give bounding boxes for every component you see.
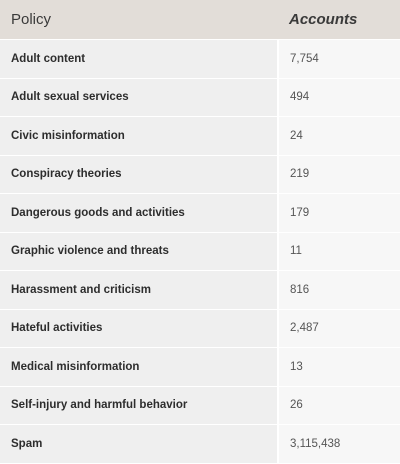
- policy-cell: Medical misinformation: [0, 347, 279, 387]
- accounts-cell: 2,487: [278, 309, 400, 348]
- table-row: Graphic violence and threats 11: [0, 232, 400, 271]
- accounts-cell: 11: [278, 232, 400, 271]
- table-row: Civic misinformation 24: [0, 116, 400, 156]
- policy-cell: Adult sexual services: [0, 78, 279, 117]
- column-header-policy: Policy: [0, 0, 278, 40]
- table-row: Self-injury and harmful behavior 26: [0, 386, 400, 425]
- policy-cell: Harassment and criticism: [0, 270, 279, 310]
- table-body: Adult content 7,754 Adult sexual service…: [0, 39, 400, 464]
- policy-cell: Graphic violence and threats: [0, 232, 279, 271]
- table-row: Conspiracy theories 219: [0, 155, 400, 194]
- accounts-cell: 24: [278, 116, 400, 156]
- table-row: Medical misinformation 13: [0, 347, 400, 387]
- accounts-cell: 179: [278, 193, 400, 233]
- table-row: Spam 3,115,438: [0, 424, 400, 464]
- policy-cell: Conspiracy theories: [0, 155, 279, 194]
- table-row: Dangerous goods and activities 179: [0, 193, 400, 233]
- table-row: Adult content 7,754: [0, 39, 400, 79]
- accounts-cell: 219: [278, 155, 400, 194]
- policy-cell: Civic misinformation: [0, 116, 279, 156]
- accounts-cell: 3,115,438: [278, 424, 400, 464]
- table-row: Hateful activities 2,487: [0, 309, 400, 348]
- policy-cell: Hateful activities: [0, 309, 279, 348]
- column-header-accounts: Accounts: [278, 0, 400, 40]
- accounts-cell: 26: [278, 386, 400, 425]
- table-row: Adult sexual services 494: [0, 78, 400, 117]
- policy-cell: Spam: [0, 424, 279, 464]
- accounts-cell: 816: [278, 270, 400, 310]
- accounts-cell: 494: [278, 78, 400, 117]
- table-row: Harassment and criticism 816: [0, 270, 400, 310]
- accounts-cell: 13: [278, 347, 400, 387]
- policy-cell: Self-injury and harmful behavior: [0, 386, 279, 425]
- table-header: Policy Accounts: [0, 0, 400, 40]
- policy-cell: Dangerous goods and activities: [0, 193, 279, 233]
- accounts-cell: 7,754: [278, 39, 400, 79]
- header-row: Policy Accounts: [0, 0, 400, 40]
- policy-cell: Adult content: [0, 39, 279, 79]
